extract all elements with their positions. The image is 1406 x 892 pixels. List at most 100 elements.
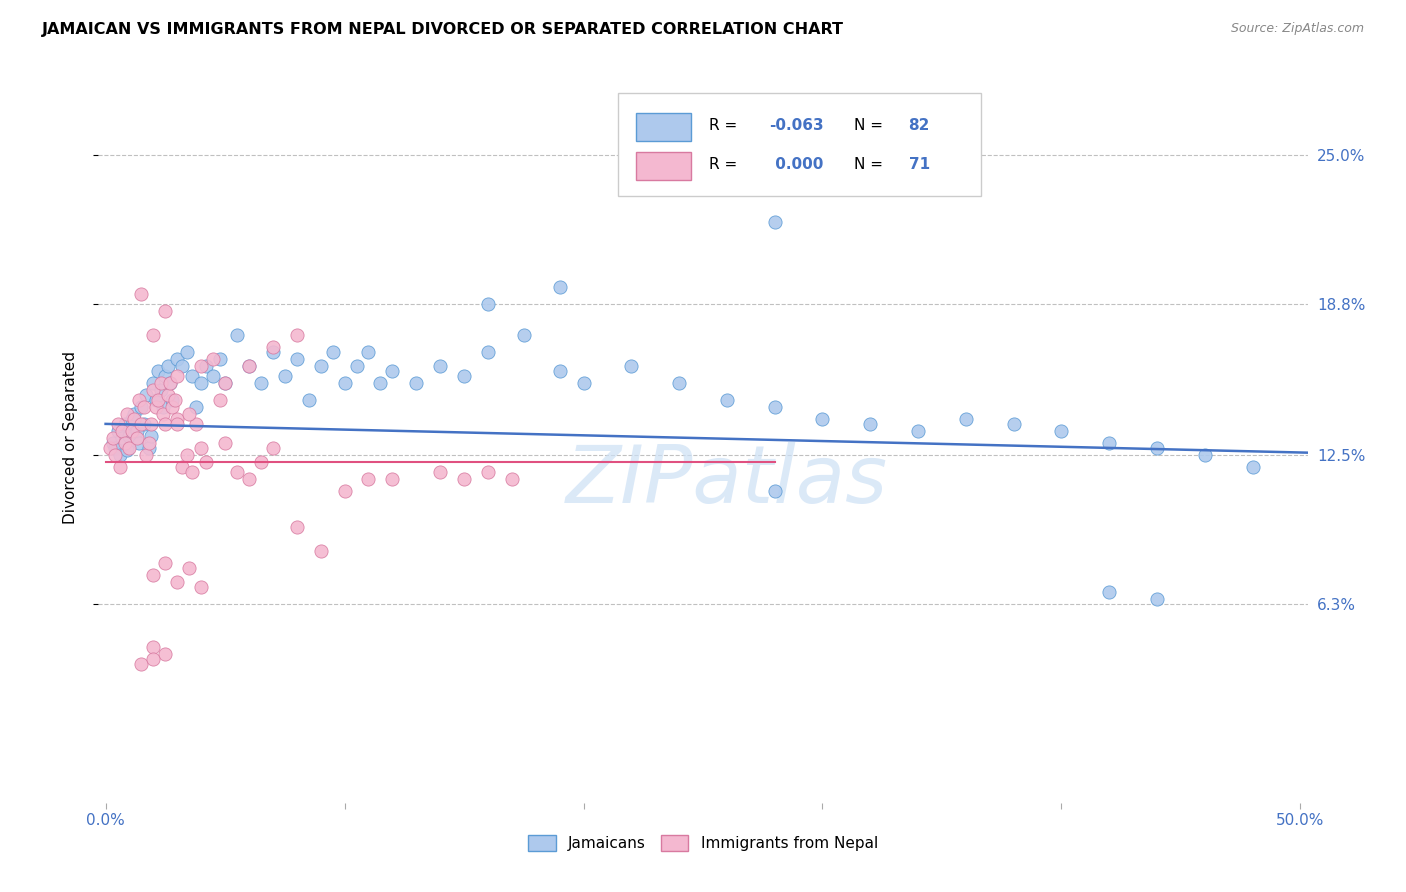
- Point: [214, 376, 236, 391]
- Point: [238, 359, 260, 374]
- Point: [333, 376, 356, 391]
- Point: [209, 392, 232, 407]
- Point: [186, 417, 208, 431]
- Point: [146, 364, 169, 378]
- Point: [166, 352, 188, 367]
- Point: [156, 359, 179, 374]
- Point: [668, 376, 690, 391]
- Point: [166, 368, 188, 383]
- Point: [128, 392, 150, 407]
- Point: [125, 431, 148, 445]
- Text: 0.000: 0.000: [769, 157, 823, 172]
- FancyBboxPatch shape: [619, 94, 981, 195]
- Point: [142, 328, 165, 343]
- Point: [122, 412, 145, 426]
- Point: [285, 520, 308, 534]
- Point: [156, 388, 179, 402]
- Point: [214, 436, 236, 450]
- Text: Source: ZipAtlas.com: Source: ZipAtlas.com: [1230, 22, 1364, 36]
- Point: [179, 561, 201, 575]
- Point: [501, 472, 523, 486]
- Point: [131, 657, 153, 671]
- Point: [155, 647, 177, 661]
- Point: [716, 392, 738, 407]
- Point: [162, 400, 184, 414]
- Point: [238, 472, 260, 486]
- Point: [115, 443, 138, 458]
- Point: [142, 652, 165, 666]
- Point: [132, 417, 155, 431]
- Point: [620, 359, 643, 374]
- Point: [179, 407, 201, 421]
- Point: [104, 441, 127, 455]
- Point: [381, 364, 404, 378]
- Point: [131, 287, 153, 301]
- Point: [101, 431, 124, 445]
- Point: [309, 359, 332, 374]
- Point: [250, 376, 273, 391]
- Point: [190, 376, 212, 391]
- Point: [111, 424, 134, 438]
- Point: [346, 359, 368, 374]
- FancyBboxPatch shape: [637, 152, 690, 179]
- Point: [453, 368, 475, 383]
- Point: [405, 376, 427, 391]
- Point: [513, 328, 536, 343]
- Text: JAMAICAN VS IMMIGRANTS FROM NEPAL DIVORCED OR SEPARATED CORRELATION CHART: JAMAICAN VS IMMIGRANTS FROM NEPAL DIVORC…: [42, 22, 844, 37]
- Point: [114, 436, 136, 450]
- Point: [128, 436, 150, 450]
- Point: [155, 368, 177, 383]
- Point: [322, 345, 344, 359]
- Point: [238, 359, 260, 374]
- Point: [763, 400, 786, 414]
- Point: [429, 465, 451, 479]
- Point: [176, 345, 198, 359]
- Point: [166, 417, 188, 431]
- Point: [453, 472, 475, 486]
- Text: R =: R =: [709, 118, 742, 133]
- Point: [190, 359, 212, 374]
- Point: [262, 441, 284, 455]
- Point: [118, 441, 141, 455]
- Point: [1098, 436, 1121, 450]
- Point: [285, 352, 308, 367]
- Point: [98, 441, 121, 455]
- Point: [135, 448, 157, 462]
- Point: [125, 424, 148, 438]
- Point: [250, 455, 273, 469]
- Point: [811, 412, 834, 426]
- Point: [121, 412, 143, 426]
- Point: [1146, 591, 1168, 606]
- Text: 82: 82: [908, 118, 929, 133]
- Point: [114, 417, 136, 431]
- Point: [1098, 584, 1121, 599]
- Point: [477, 465, 499, 479]
- Point: [121, 424, 143, 438]
- Point: [477, 297, 499, 311]
- Point: [145, 392, 167, 407]
- FancyBboxPatch shape: [637, 113, 690, 141]
- Point: [763, 483, 786, 498]
- Point: [142, 376, 165, 391]
- Point: [859, 417, 882, 431]
- Point: [132, 400, 155, 414]
- Point: [107, 424, 129, 438]
- Point: [152, 407, 174, 421]
- Point: [152, 400, 174, 414]
- Point: [163, 392, 186, 407]
- Point: [170, 460, 193, 475]
- Point: [139, 429, 162, 443]
- Point: [180, 465, 202, 479]
- Point: [202, 352, 225, 367]
- Point: [285, 328, 308, 343]
- Point: [209, 352, 232, 367]
- Text: -0.063: -0.063: [769, 118, 824, 133]
- Point: [145, 400, 167, 414]
- Point: [139, 417, 162, 431]
- Point: [1146, 441, 1168, 455]
- Point: [108, 448, 131, 462]
- Point: [477, 345, 499, 359]
- Point: [149, 376, 172, 391]
- Point: [131, 417, 153, 431]
- Point: [101, 436, 124, 450]
